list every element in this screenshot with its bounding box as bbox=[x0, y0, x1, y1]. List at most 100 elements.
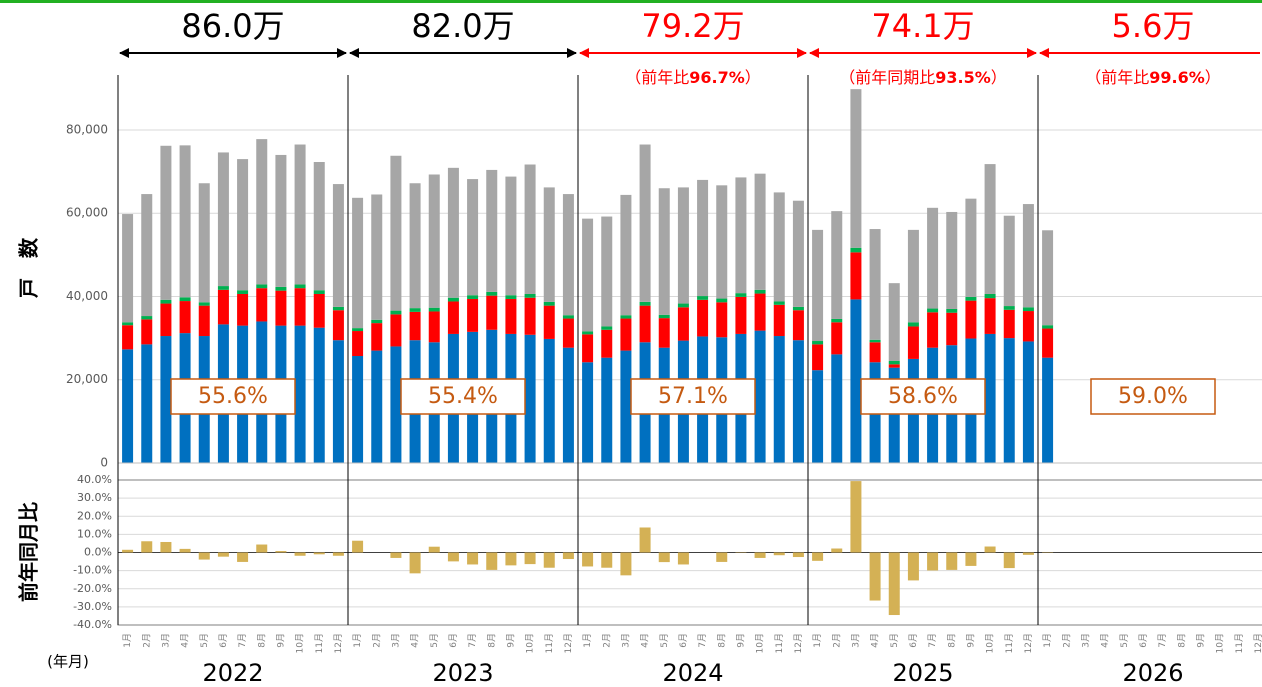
bar-segment bbox=[907, 326, 919, 359]
x-tick-label: 12月 bbox=[793, 633, 804, 653]
bar-segment bbox=[256, 288, 268, 322]
x-tick-label: 2月 bbox=[831, 633, 842, 648]
bar-segment bbox=[256, 139, 268, 285]
bar-segment bbox=[697, 179, 709, 297]
bar bbox=[677, 552, 689, 565]
arrow-head bbox=[1027, 48, 1037, 58]
x-tick-label: 2月 bbox=[141, 633, 152, 648]
bar-segment bbox=[371, 194, 383, 320]
share-label: 55.4% bbox=[428, 384, 498, 409]
bar-segment bbox=[831, 322, 843, 355]
year-label: 2023 bbox=[432, 659, 493, 687]
bar-segment bbox=[198, 183, 210, 303]
bar bbox=[467, 552, 479, 565]
x-tick-label: 3月 bbox=[850, 633, 861, 648]
bar-segment bbox=[141, 194, 153, 317]
bar bbox=[984, 546, 996, 553]
bar-segment bbox=[409, 308, 421, 312]
bar-segment bbox=[1003, 215, 1015, 307]
share-label: 57.1% bbox=[658, 384, 728, 409]
x-tick-label: 1月 bbox=[352, 633, 363, 648]
bar-segment bbox=[179, 297, 191, 302]
share-box bbox=[170, 378, 296, 415]
bar bbox=[428, 546, 440, 553]
arrow-head bbox=[1039, 48, 1049, 58]
bar-segment bbox=[1022, 204, 1034, 308]
x-tick-label: 9月 bbox=[735, 633, 746, 648]
bar-segment bbox=[275, 154, 287, 287]
bar-segment bbox=[716, 302, 728, 338]
bar-segment bbox=[1042, 357, 1054, 463]
bar bbox=[965, 552, 977, 566]
bar bbox=[946, 552, 958, 570]
x-tick-label: 10月 bbox=[1215, 633, 1226, 653]
x-tick-label: 6月 bbox=[678, 633, 689, 648]
bar bbox=[486, 552, 498, 570]
bar-segment bbox=[697, 296, 709, 300]
bar-segment bbox=[428, 307, 440, 312]
bar-segment bbox=[179, 301, 191, 334]
bar-segment bbox=[658, 188, 670, 315]
bar-segment bbox=[486, 169, 498, 292]
bar-segment bbox=[505, 298, 517, 334]
x-tick-label: 4月 bbox=[640, 633, 651, 648]
bar bbox=[792, 552, 804, 558]
bar-segment bbox=[447, 301, 459, 334]
period-note: （前年比96.7%） bbox=[625, 68, 761, 87]
top-border bbox=[0, 0, 1262, 3]
bar-segment bbox=[927, 308, 939, 313]
bar-segment bbox=[275, 286, 287, 291]
bar bbox=[256, 544, 268, 553]
bar-segment bbox=[543, 301, 555, 306]
bar bbox=[658, 552, 670, 563]
x-tick-label: 5月 bbox=[1119, 633, 1130, 648]
bar-segment bbox=[831, 211, 843, 319]
bar bbox=[505, 552, 517, 566]
period-total: 86.0万 bbox=[181, 7, 284, 45]
bar-segment bbox=[735, 296, 747, 334]
bar-segment bbox=[812, 341, 824, 345]
x-tick-label: 4月 bbox=[410, 633, 421, 648]
bar-segment bbox=[850, 252, 862, 300]
bar-segment bbox=[601, 326, 613, 330]
bar-segment bbox=[792, 310, 804, 341]
bar-segment bbox=[524, 297, 536, 335]
bar-segment bbox=[467, 179, 479, 296]
bar-segment bbox=[524, 293, 536, 298]
bar-segment bbox=[543, 338, 555, 463]
bar-segment bbox=[965, 300, 977, 339]
bar-segment bbox=[332, 340, 344, 463]
bar-segment bbox=[313, 290, 325, 294]
x-tick-label: 3月 bbox=[390, 633, 401, 648]
bar bbox=[773, 552, 785, 556]
bar-segment bbox=[160, 145, 172, 300]
bar-segment bbox=[812, 370, 824, 463]
bar-segment bbox=[122, 214, 134, 323]
bar bbox=[409, 552, 421, 574]
x-tick-label: 7月 bbox=[927, 633, 938, 648]
bar-segment bbox=[1022, 311, 1034, 342]
bar-segment bbox=[773, 336, 785, 463]
x-tick-label: 10月 bbox=[525, 633, 536, 653]
x-tick-label: 4月 bbox=[870, 633, 881, 648]
bar-segment bbox=[888, 367, 900, 463]
bar-segment bbox=[428, 311, 440, 343]
x-tick-label: 3月 bbox=[160, 633, 171, 648]
x-tick-label: 5月 bbox=[889, 633, 900, 648]
share-box bbox=[400, 378, 526, 415]
bar bbox=[831, 548, 843, 553]
period-total: 5.6万 bbox=[1112, 7, 1195, 45]
bar-segment bbox=[562, 194, 574, 316]
bar bbox=[198, 552, 210, 560]
x-tick-label: 8月 bbox=[256, 633, 267, 648]
bar bbox=[716, 552, 728, 562]
bar-segment bbox=[543, 187, 555, 302]
bar-segment bbox=[946, 308, 958, 313]
note-text: （前年比 bbox=[1085, 68, 1149, 87]
bar-segment bbox=[888, 361, 900, 365]
note-value: 93.5% bbox=[935, 68, 991, 87]
x-tick-label: 10月 bbox=[755, 633, 766, 653]
bar-segment bbox=[237, 293, 249, 326]
bar-segment bbox=[946, 312, 958, 346]
bar-segment bbox=[620, 318, 632, 351]
